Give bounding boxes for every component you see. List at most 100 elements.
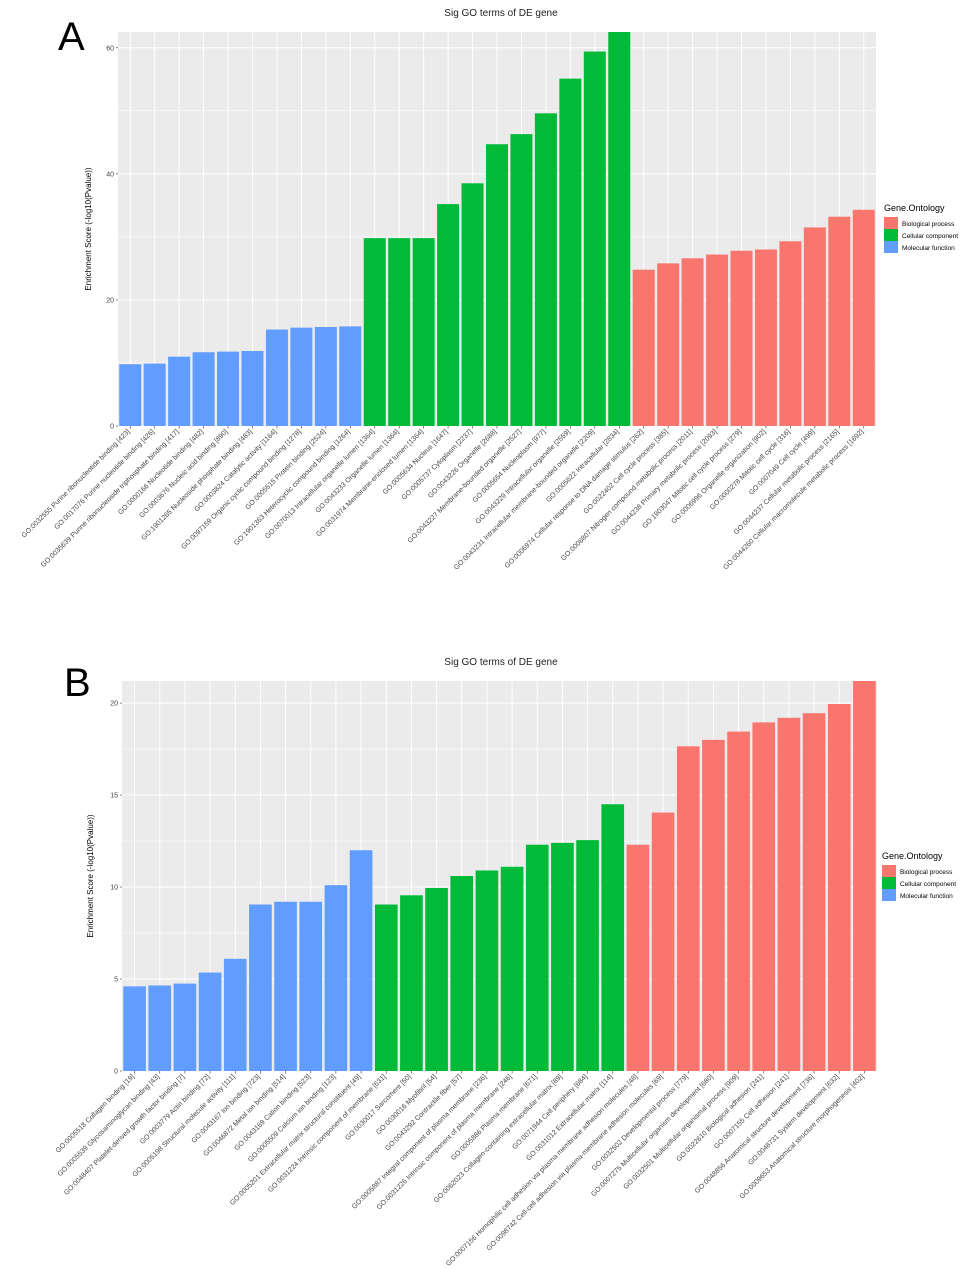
bar-go-0005737 xyxy=(461,183,484,426)
x-tick-label: GO:1901363 Heterocyclic compound binding… xyxy=(233,428,352,547)
x-tick-label: GO:0048731 System development [632] xyxy=(747,1073,840,1166)
panel-b-legend-swatch-biological-process xyxy=(882,865,896,877)
bar-go-0043231 xyxy=(583,51,606,427)
y-tick-label: 20 xyxy=(106,297,114,304)
panel-a-legend-label-biological-process: Biological process xyxy=(902,221,955,228)
bar-go-0005201 xyxy=(349,850,373,1071)
bar-go-0097159 xyxy=(290,327,313,426)
bar-go-0005518 xyxy=(123,986,146,1071)
panel-a-legend-label-cellular-component: Cellular component xyxy=(902,233,958,240)
x-tick-label: GO:0032555 Purine ribonucleotide binding… xyxy=(21,428,132,539)
y-tick-label: 60 xyxy=(106,45,114,52)
bar-go-0032555 xyxy=(119,364,142,426)
panel-a-y-ticks: 0 20 40 60 xyxy=(106,45,118,431)
bar-go-0043227 xyxy=(510,134,533,426)
panel-b-y-axis-label: Enrichment Score (-log10(Pvalue)) xyxy=(86,814,95,937)
y-tick-label: 10 xyxy=(110,885,118,892)
bar-go-0043169 xyxy=(299,901,323,1071)
panel-a-title: Sig GO terms of DE gene xyxy=(444,8,558,19)
y-tick-label: 0 xyxy=(114,1069,118,1076)
bar-go-0000278 xyxy=(779,241,802,426)
y-tick-label: 20 xyxy=(110,701,118,708)
bar-go-0003824 xyxy=(265,329,288,426)
panel-b-bars xyxy=(123,681,876,1071)
panel-a-legend-swatch-molecular-function xyxy=(884,241,898,253)
bar-go-0017076 xyxy=(143,363,166,426)
bar-go-0046872 xyxy=(274,901,297,1071)
x-tick-label: GO:0048856 Anatomical structure developm… xyxy=(694,1073,816,1195)
bar-go-0005198 xyxy=(223,958,247,1071)
bar-go-1901363 xyxy=(339,326,362,426)
x-tick-label: GO:0009653 Anatomical structure morphoge… xyxy=(739,1073,866,1200)
bar-go-0022402 xyxy=(657,263,680,426)
x-tick-label: GO:0003676 Nucleic acid binding [890] xyxy=(138,428,229,519)
x-tick-label: GO:0048407 Platelet-derived growth facto… xyxy=(63,1073,186,1196)
bar-go-0098742 xyxy=(651,812,675,1071)
panel-b-legend-label-cellular-component: Cellular component xyxy=(900,881,956,888)
bar-go-0071944 xyxy=(576,840,599,1071)
bar-go-0044238 xyxy=(706,254,729,426)
y-tick-label: 5 xyxy=(114,977,118,984)
bar-go-0030016 xyxy=(425,887,448,1071)
bar-go-0007275 xyxy=(702,739,725,1071)
bar-go-0031226 xyxy=(500,866,524,1071)
panel-a-legend: Gene.Ontology Biological process Cellula… xyxy=(884,203,958,253)
panel-b-plot-area xyxy=(122,681,877,1071)
panel-b-legend-swatch-molecular-function xyxy=(882,889,896,901)
panel-a-legend-swatch-cellular-component xyxy=(884,229,898,241)
bar-go-0044237 xyxy=(828,216,851,426)
bar-go-0043292 xyxy=(450,876,474,1071)
panel-b-legend-label-biological-process: Biological process xyxy=(900,869,953,876)
bar-go-0000166 xyxy=(192,352,215,426)
bar-go-0048407 xyxy=(173,983,197,1071)
bar-go-0043229 xyxy=(559,78,582,426)
bar-go-0005622 xyxy=(608,32,631,426)
bar-go-0005634 xyxy=(437,204,460,426)
bar-go-0048856 xyxy=(802,713,826,1071)
bar-go-0035639 xyxy=(168,356,191,426)
bar-go-0005887 xyxy=(475,870,499,1071)
bar-go-0030017 xyxy=(400,895,423,1071)
panel-a-legend-label-molecular-function: Molecular function xyxy=(902,245,955,252)
bar-go-0006807 xyxy=(681,258,704,426)
bar-go-0003676 xyxy=(217,351,240,426)
x-tick-label: GO:0007275 Multicellular organism develo… xyxy=(590,1073,715,1198)
panel-b-y-ticks: 0 5 10 15 20 xyxy=(110,701,122,1076)
bar-go-0044260 xyxy=(852,209,875,426)
bar-go-0062023 xyxy=(551,842,574,1071)
panel-a-legend-swatch-biological-process xyxy=(884,217,898,229)
panel-a-letter: A xyxy=(58,15,85,59)
y-tick-label: 40 xyxy=(106,171,114,178)
bar-go-0005886 xyxy=(525,844,549,1071)
panel-b-legend-label-molecular-function: Molecular function xyxy=(900,893,953,900)
bar-go-0032502 xyxy=(676,746,700,1071)
panel-a-x-ticks: GO:0032555 Purine ribonucleotide binding… xyxy=(21,426,865,572)
panel-a-bars xyxy=(119,32,875,427)
panel-a-y-axis-label: Enrichment Score (-log10(Pvalue)) xyxy=(84,167,93,290)
bar-go-0043167 xyxy=(249,904,272,1071)
panel-b-title: Sig GO terms of DE gene xyxy=(444,657,558,668)
y-tick-label: 15 xyxy=(110,793,118,800)
x-tick-label: GO:0007156 Homophilic cell adhesion via … xyxy=(445,1073,639,1267)
panel-b: B Sig GO terms of DE gene 0 5 10 15 20 GO:00… xyxy=(55,657,956,1268)
bar-go-1903047 xyxy=(730,250,753,426)
bar-go-0043233 xyxy=(388,238,411,426)
bar-go-0031012 xyxy=(601,804,625,1071)
bar-go-0006974 xyxy=(632,269,655,426)
bar-go-0043226 xyxy=(485,144,509,427)
bar-go-0031224 xyxy=(374,904,398,1071)
bar-go-0007156 xyxy=(626,844,650,1071)
bar-go-0007155 xyxy=(777,717,801,1071)
bar-go-1901265 xyxy=(241,350,264,426)
x-tick-label: GO:0005509 Calcium ion binding [123] xyxy=(247,1073,337,1163)
panel-b-letter: B xyxy=(64,661,91,705)
bar-go-0007049 xyxy=(803,227,826,426)
panel-a-legend-title: Gene.Ontology xyxy=(884,203,945,213)
panel-b-legend-title: Gene.Ontology xyxy=(882,851,943,861)
bar-go-0006996 xyxy=(754,249,777,426)
x-tick-label: GO:0043227 Membrane-bounded organelle [2… xyxy=(407,428,523,544)
y-tick-label: 0 xyxy=(110,424,114,431)
panel-b-x-ticks: GO:0005518 Collagen binding [19]GO:00055… xyxy=(55,1071,866,1268)
bar-go-0005539 xyxy=(148,985,172,1071)
